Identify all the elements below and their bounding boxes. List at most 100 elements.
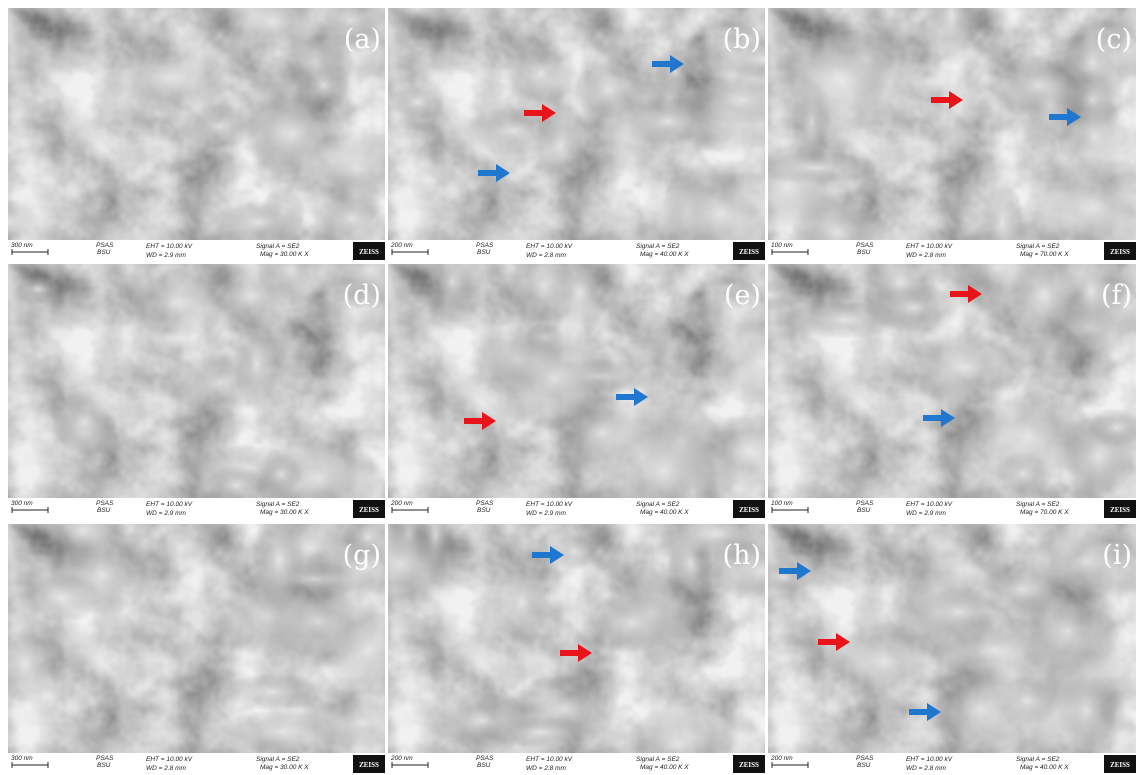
info-bar	[388, 240, 765, 262]
brand-box	[733, 755, 765, 773]
arrow	[616, 388, 648, 406]
wd-text: WD = 2.9 mm	[526, 510, 566, 517]
grain	[8, 198, 43, 240]
brand-box	[1104, 500, 1136, 518]
panel-label: (f)	[1101, 280, 1132, 311]
brand-box	[733, 242, 765, 260]
grain	[709, 316, 765, 409]
grain	[312, 8, 385, 50]
micrograph	[388, 264, 765, 498]
arrow	[779, 562, 811, 580]
org-text: BSU	[857, 762, 871, 769]
grain	[294, 697, 385, 750]
mag-text: Mag = 70.00 K X	[1020, 509, 1069, 516]
wd-text: WD = 2.8 mm	[526, 765, 566, 772]
mag-text: Mag = 40.00 K X	[1020, 764, 1069, 771]
info-bar	[388, 753, 765, 775]
micrograph	[768, 524, 1136, 753]
grain	[313, 190, 385, 240]
grain	[216, 8, 326, 55]
wd-text: WD = 2.9 mm	[906, 510, 946, 517]
grain	[768, 278, 809, 311]
org-text: PSAS	[476, 242, 494, 249]
scale-text: 200 nm	[390, 242, 413, 249]
micrograph	[8, 524, 385, 753]
mag-text: Mag = 40.00 K X	[640, 764, 689, 771]
brand-text: ZEISS	[739, 761, 759, 769]
scale-text: 300 nm	[11, 500, 33, 507]
grain	[1087, 408, 1136, 448]
info-bar	[768, 240, 1136, 262]
mag-text: Mag = 30.00 K X	[260, 509, 309, 516]
grain	[102, 39, 237, 114]
signal-text: Signal A = SE2	[256, 501, 300, 508]
arrow	[931, 91, 963, 109]
signal-text: Signal A = SE2	[1016, 243, 1060, 250]
brand-text: ZEISS	[1110, 761, 1130, 769]
grain	[901, 330, 1029, 406]
grain	[311, 264, 385, 309]
eht-text: EHT = 10.00 kV	[146, 243, 193, 250]
grain	[657, 163, 765, 240]
scale-text: 200 nm	[390, 755, 413, 762]
grain	[253, 524, 306, 613]
panel-label: (a)	[344, 24, 381, 55]
panel-label: (i)	[1102, 540, 1132, 571]
grain	[835, 621, 934, 702]
wd-text: WD = 2.9 mm	[146, 510, 186, 517]
panel-label: (b)	[723, 24, 761, 55]
wd-text: WD = 2.8 mm	[906, 252, 946, 259]
grain	[572, 58, 646, 120]
brand-box	[733, 500, 765, 518]
info-bar	[768, 498, 1136, 520]
arrow	[478, 164, 510, 182]
micrograph	[388, 8, 765, 240]
brand-text: ZEISS	[359, 761, 379, 769]
brand-text: ZEISS	[359, 506, 379, 514]
wd-text: WD = 2.8 mm	[906, 765, 946, 772]
grain	[421, 692, 543, 749]
grain	[39, 524, 127, 569]
eht-text: EHT = 10.00 kV	[906, 756, 953, 763]
panel-label: (g)	[343, 540, 381, 571]
arrow	[652, 55, 684, 73]
grain	[771, 25, 911, 136]
grain	[17, 573, 106, 623]
scale-text: 200 nm	[390, 500, 413, 507]
grain	[1023, 524, 1136, 603]
grain	[925, 8, 977, 68]
brand-text: ZEISS	[1110, 506, 1130, 514]
grain	[584, 592, 680, 654]
arrow	[532, 546, 564, 564]
micrograph	[8, 264, 385, 498]
micrograph	[768, 8, 1136, 240]
org-text: PSAS	[476, 755, 494, 762]
grain	[613, 97, 722, 147]
arrow	[950, 285, 982, 303]
signal-text: Signal A = SE2	[636, 243, 680, 250]
grain	[222, 672, 323, 712]
scale-text: 200 nm	[770, 755, 793, 762]
info-bar	[8, 240, 385, 262]
signal-text: Signal A = SE2	[636, 756, 680, 763]
org-text: BSU	[477, 762, 491, 769]
grain	[485, 323, 622, 432]
eht-text: EHT = 10.00 kV	[146, 756, 193, 763]
arrow	[560, 644, 592, 662]
grain	[533, 93, 588, 198]
scale-text: 300 nm	[11, 242, 33, 249]
org-text: BSU	[857, 249, 871, 256]
brand-box	[353, 242, 385, 260]
org-text: PSAS	[96, 242, 114, 249]
grain	[710, 538, 765, 604]
arrow	[464, 412, 496, 430]
grain	[389, 84, 445, 121]
grain	[52, 388, 117, 456]
grain	[206, 464, 266, 498]
grain	[654, 46, 696, 97]
mag-text: Mag = 40.00 K X	[640, 251, 689, 258]
arrow	[524, 104, 556, 122]
